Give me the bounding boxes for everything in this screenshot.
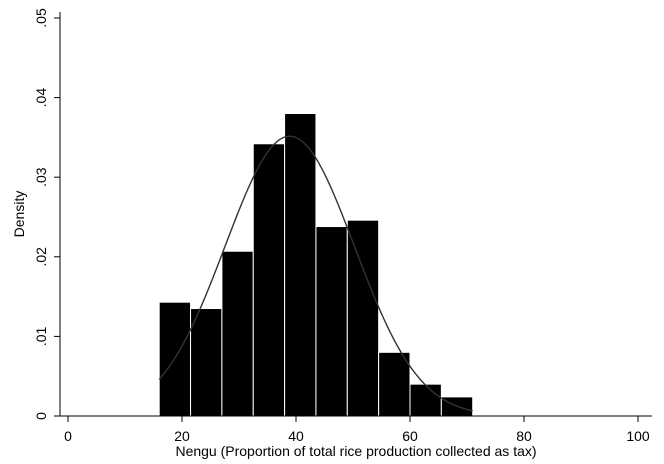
x-tick-label: 40 <box>288 428 304 444</box>
y-tick-label: .03 <box>33 167 49 187</box>
x-tick-label: 20 <box>174 428 190 444</box>
histogram-bar <box>409 383 442 417</box>
y-tick-label: 0 <box>33 412 49 420</box>
histogram-bar <box>252 143 286 417</box>
histogram-bar <box>378 351 411 417</box>
x-tick-label: 80 <box>516 428 532 444</box>
histogram-bar <box>315 226 348 417</box>
density-curve <box>158 135 473 412</box>
y-tick-label: .04 <box>33 88 49 108</box>
histogram-bar <box>221 250 254 417</box>
y-tick-label: .05 <box>33 8 49 28</box>
y-tick-label: .01 <box>33 326 49 346</box>
histogram-bar <box>346 219 380 417</box>
bars <box>158 113 474 417</box>
y-axis-ticks: 0 .01 .02 .03 .04 .05 <box>33 8 60 420</box>
histogram-bar <box>284 113 317 417</box>
y-axis-label: Density <box>11 191 27 238</box>
x-axis-label: Nengu (Proportion of total rice producti… <box>175 443 536 459</box>
x-tick-label: 0 <box>64 428 72 444</box>
x-tick-label: 60 <box>402 428 418 444</box>
x-axis-ticks: 0 20 40 60 80 100 <box>64 416 650 444</box>
histogram-bar <box>190 308 223 417</box>
y-tick-label: .02 <box>33 247 49 267</box>
x-tick-label: 100 <box>626 428 650 444</box>
